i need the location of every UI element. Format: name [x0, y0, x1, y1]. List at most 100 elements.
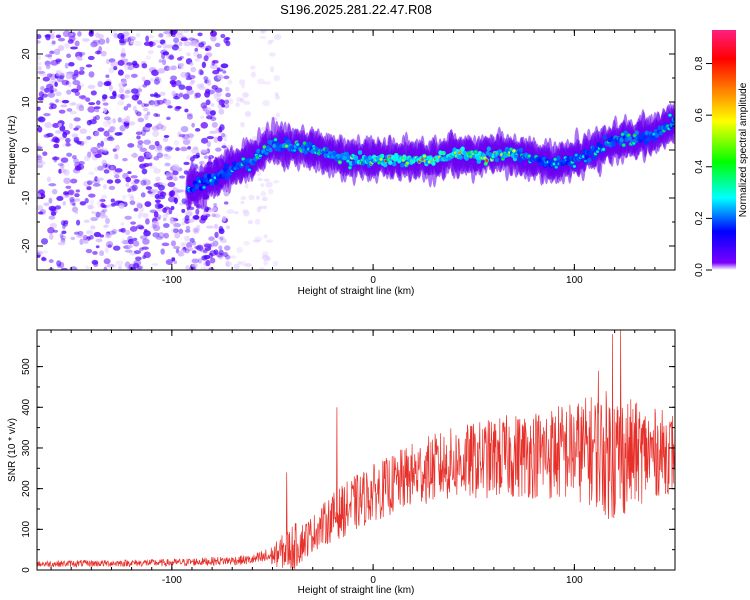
noise-speckle — [161, 242, 170, 247]
noise-speckle — [274, 92, 279, 96]
noise-speckle — [90, 41, 98, 48]
ridge-peak — [512, 149, 516, 153]
noise-speckle — [139, 235, 148, 240]
noise-speckle — [220, 132, 226, 138]
noise-speckle — [117, 93, 125, 99]
noise-speckle — [261, 254, 269, 261]
noise-speckle — [239, 97, 245, 103]
noise-speckle — [198, 86, 206, 91]
noise-speckle — [142, 238, 150, 245]
noise-speckle — [133, 207, 139, 212]
noise-speckle — [127, 193, 134, 198]
noise-speckle — [41, 161, 46, 165]
noise-speckle — [243, 100, 251, 105]
noise-speckle — [55, 59, 61, 65]
noise-speckle — [174, 232, 181, 239]
noise-speckle — [112, 30, 117, 34]
ridge-mid — [400, 162, 405, 168]
noise-speckle — [38, 91, 45, 98]
noise-speckle — [222, 252, 230, 257]
noise-speckle — [219, 236, 224, 241]
noise-speckle — [181, 208, 186, 214]
noise-speckle — [122, 172, 129, 180]
noise-speckle — [59, 125, 66, 132]
noise-speckle — [61, 230, 67, 235]
noise-speckle — [57, 162, 64, 167]
noise-speckle — [117, 60, 125, 66]
noise-speckle — [51, 156, 60, 161]
noise-speckle — [159, 91, 166, 96]
noise-speckle — [183, 41, 192, 47]
noise-speckle — [59, 232, 64, 239]
colorbar-tick-label: 0.2 — [694, 211, 705, 225]
noise-speckle — [207, 106, 212, 113]
ridge-mid — [431, 161, 436, 166]
noise-speckle — [227, 79, 233, 85]
noise-speckle — [172, 228, 179, 234]
noise-speckle — [51, 40, 56, 45]
ridge-peak — [484, 162, 488, 166]
noise-speckle — [170, 65, 177, 71]
noise-speckle — [153, 39, 161, 44]
x-tick-label: 0 — [370, 575, 376, 586]
noise-speckle — [113, 66, 118, 71]
ridge-mid — [392, 161, 397, 167]
ridge-mid — [646, 136, 652, 142]
colorbar: 0.0 0.2 0.4 0.6 0.8 Normalized spectral ampl… — [694, 30, 749, 277]
noise-speckle — [180, 125, 189, 133]
noise-speckle — [73, 127, 79, 131]
ridge-mid — [346, 155, 352, 160]
noise-speckle — [130, 181, 137, 185]
noise-speckle — [203, 55, 209, 62]
noise-speckle — [234, 211, 239, 215]
noise-speckle — [122, 239, 130, 245]
noise-speckle — [143, 103, 149, 107]
noise-speckle — [37, 70, 45, 74]
noise-speckle — [94, 114, 100, 121]
noise-speckle — [49, 50, 55, 55]
noise-speckle — [79, 238, 84, 245]
noise-speckle — [137, 213, 142, 219]
noise-speckle — [275, 112, 281, 118]
noise-speckle — [191, 122, 195, 128]
noise-speckle — [173, 223, 182, 228]
noise-speckle — [94, 50, 102, 55]
noise-speckle — [169, 54, 174, 60]
noise-speckle — [117, 100, 125, 106]
noise-speckle — [127, 65, 134, 71]
noise-speckle — [173, 165, 180, 172]
noise-speckle — [129, 225, 138, 232]
noise-speckle — [65, 185, 72, 189]
noise-speckle — [120, 227, 126, 233]
noise-speckle — [124, 74, 131, 79]
noise-speckle — [223, 75, 230, 80]
noise-speckle — [144, 113, 149, 121]
noise-speckle — [252, 239, 261, 243]
noise-speckle — [169, 218, 177, 225]
noise-speckle — [200, 149, 208, 154]
noise-speckle — [86, 135, 92, 140]
noise-speckle — [104, 247, 109, 254]
noise-speckle — [137, 100, 143, 105]
noise-speckle — [135, 32, 141, 38]
noise-speckle — [151, 221, 160, 227]
noise-speckle — [103, 116, 111, 121]
noise-speckle — [130, 73, 138, 78]
noise-speckle — [77, 230, 84, 236]
noise-speckle — [145, 152, 151, 158]
noise-speckle — [37, 143, 41, 147]
noise-speckle — [211, 121, 218, 128]
x-tick-label: -100 — [162, 275, 182, 286]
noise-speckle — [149, 77, 155, 82]
noise-speckle — [106, 179, 114, 184]
ridge-peak — [668, 113, 672, 117]
noise-speckle — [164, 99, 172, 106]
noise-speckle — [37, 155, 43, 160]
noise-speckle — [141, 63, 148, 69]
noise-speckle — [148, 66, 157, 73]
noise-speckle — [181, 36, 188, 42]
noise-speckle — [262, 251, 269, 258]
noise-speckle — [54, 81, 58, 87]
noise-speckle — [148, 100, 155, 106]
ridge-mid — [382, 162, 388, 168]
